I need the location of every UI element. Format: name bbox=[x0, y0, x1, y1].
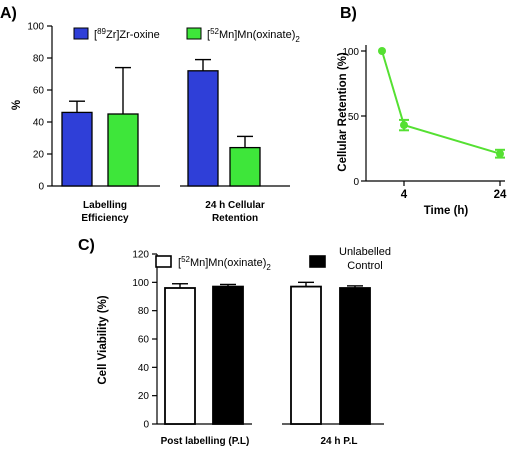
chart-c-ytick-label: 0 bbox=[143, 420, 149, 431]
chart-b-ytick-label: 100 bbox=[342, 47, 359, 58]
chart-a-ytick-label: 20 bbox=[33, 150, 45, 161]
chart-a-ytick-label: 0 bbox=[38, 182, 44, 193]
chart-b-xtick-label: 24 bbox=[494, 189, 507, 201]
legend-c-swatch-ctrl bbox=[309, 255, 326, 268]
legend-a-label-mn: [52Mn]Mn(oxinate)2 bbox=[207, 27, 300, 44]
chart-b-ytick-label: 50 bbox=[348, 112, 360, 123]
chart-c-bar-control-1 bbox=[339, 287, 371, 425]
chart-c-ytick-label: 120 bbox=[132, 250, 149, 261]
legend-c-ctrl-line1: Unlabelled bbox=[339, 246, 391, 258]
panel-b-label: B) bbox=[340, 5, 357, 22]
chart-c-category-2: 24 h P.L bbox=[320, 436, 357, 447]
legend-c-mn-main: Mn]Mn(oxinate) bbox=[190, 257, 266, 269]
chart-b-point-2 bbox=[496, 149, 504, 158]
chart-c-bar-mn-1 bbox=[290, 285, 322, 425]
chart-a-ytick-label: 60 bbox=[33, 86, 45, 97]
legend-a-swatch-zr bbox=[73, 27, 89, 40]
legend-a-mn-sup: 52 bbox=[210, 27, 219, 36]
panel-c-label: C) bbox=[78, 237, 95, 254]
chart-a-ylabel: % bbox=[11, 100, 23, 110]
chart-a-bar-mn-0 bbox=[107, 113, 139, 187]
legend-a-zr-sup: 89 bbox=[97, 27, 106, 36]
chart-c-ytick-label: 100 bbox=[132, 278, 149, 289]
chart-b-series-line bbox=[381, 50, 501, 155]
chart-c-bar-mn-0 bbox=[164, 287, 196, 425]
chart-a-category-2-line2: Retention bbox=[212, 213, 258, 224]
legend-c-ctrl-line2: Control bbox=[347, 260, 382, 272]
chart-b-point-0 bbox=[378, 47, 386, 55]
chart-b-xlabel: Time (h) bbox=[424, 205, 469, 217]
chart-c: Cell Viability (%) 0 20 40 60 80 100 120 Post … bbox=[97, 246, 391, 447]
chart-a-category-1-line2: Efficiency bbox=[81, 213, 129, 224]
chart-a-bar-mn-1 bbox=[229, 146, 261, 187]
chart-a-bar-zr-1 bbox=[187, 70, 219, 187]
chart-a-bar-zr-0 bbox=[61, 111, 93, 187]
legend-c-swatch-mn bbox=[155, 255, 172, 268]
legend-c-mn-sub: 2 bbox=[266, 263, 271, 272]
chart-c-category-1: Post labelling (P.L) bbox=[161, 436, 250, 447]
chart-a-ytick-label: 40 bbox=[33, 118, 45, 129]
chart-a-ytick-label: 80 bbox=[33, 54, 45, 65]
chart-c-ytick-label: 60 bbox=[138, 335, 150, 346]
chart-b-point-1 bbox=[400, 121, 408, 130]
panel-a-label: A) bbox=[0, 5, 17, 22]
chart-b-xtick-label: 4 bbox=[401, 189, 408, 201]
legend-c-label-mn: [52Mn]Mn(oxinate)2 bbox=[178, 255, 271, 272]
chart-b: Cellular Retention (%) Time (h) 0 50 100 4 2… bbox=[337, 45, 507, 217]
chart-a: % 0 20 40 60 80 100 Labelling Efficiency 24 h… bbox=[11, 22, 300, 225]
chart-c-ylabel: Cell Viability (%) bbox=[97, 295, 109, 384]
legend-c-mn-sup: 52 bbox=[181, 255, 190, 264]
chart-b-ytick-label: 0 bbox=[353, 177, 359, 188]
chart-a-ytick-label: 100 bbox=[27, 22, 44, 33]
chart-c-bar-control-0 bbox=[212, 285, 244, 425]
chart-a-category-1-line1: Labelling bbox=[83, 200, 127, 211]
chart-c-ytick-label: 20 bbox=[138, 391, 150, 402]
chart-c-ytick-label: 80 bbox=[138, 306, 150, 317]
chart-a-category-2-line1: 24 h Cellular bbox=[205, 200, 265, 211]
legend-a-label-zr: [89Zr]Zr-oxine bbox=[94, 27, 160, 41]
legend-a-mn-main: Mn]Mn(oxinate) bbox=[219, 29, 295, 41]
legend-a-mn-sub: 2 bbox=[295, 35, 300, 44]
chart-b-ylabel: Cellular Retention (%) bbox=[337, 52, 349, 172]
legend-a-swatch-mn bbox=[186, 27, 202, 40]
chart-c-ytick-label: 40 bbox=[138, 363, 150, 374]
legend-a-zr-main: Zr]Zr-oxine bbox=[106, 29, 160, 41]
